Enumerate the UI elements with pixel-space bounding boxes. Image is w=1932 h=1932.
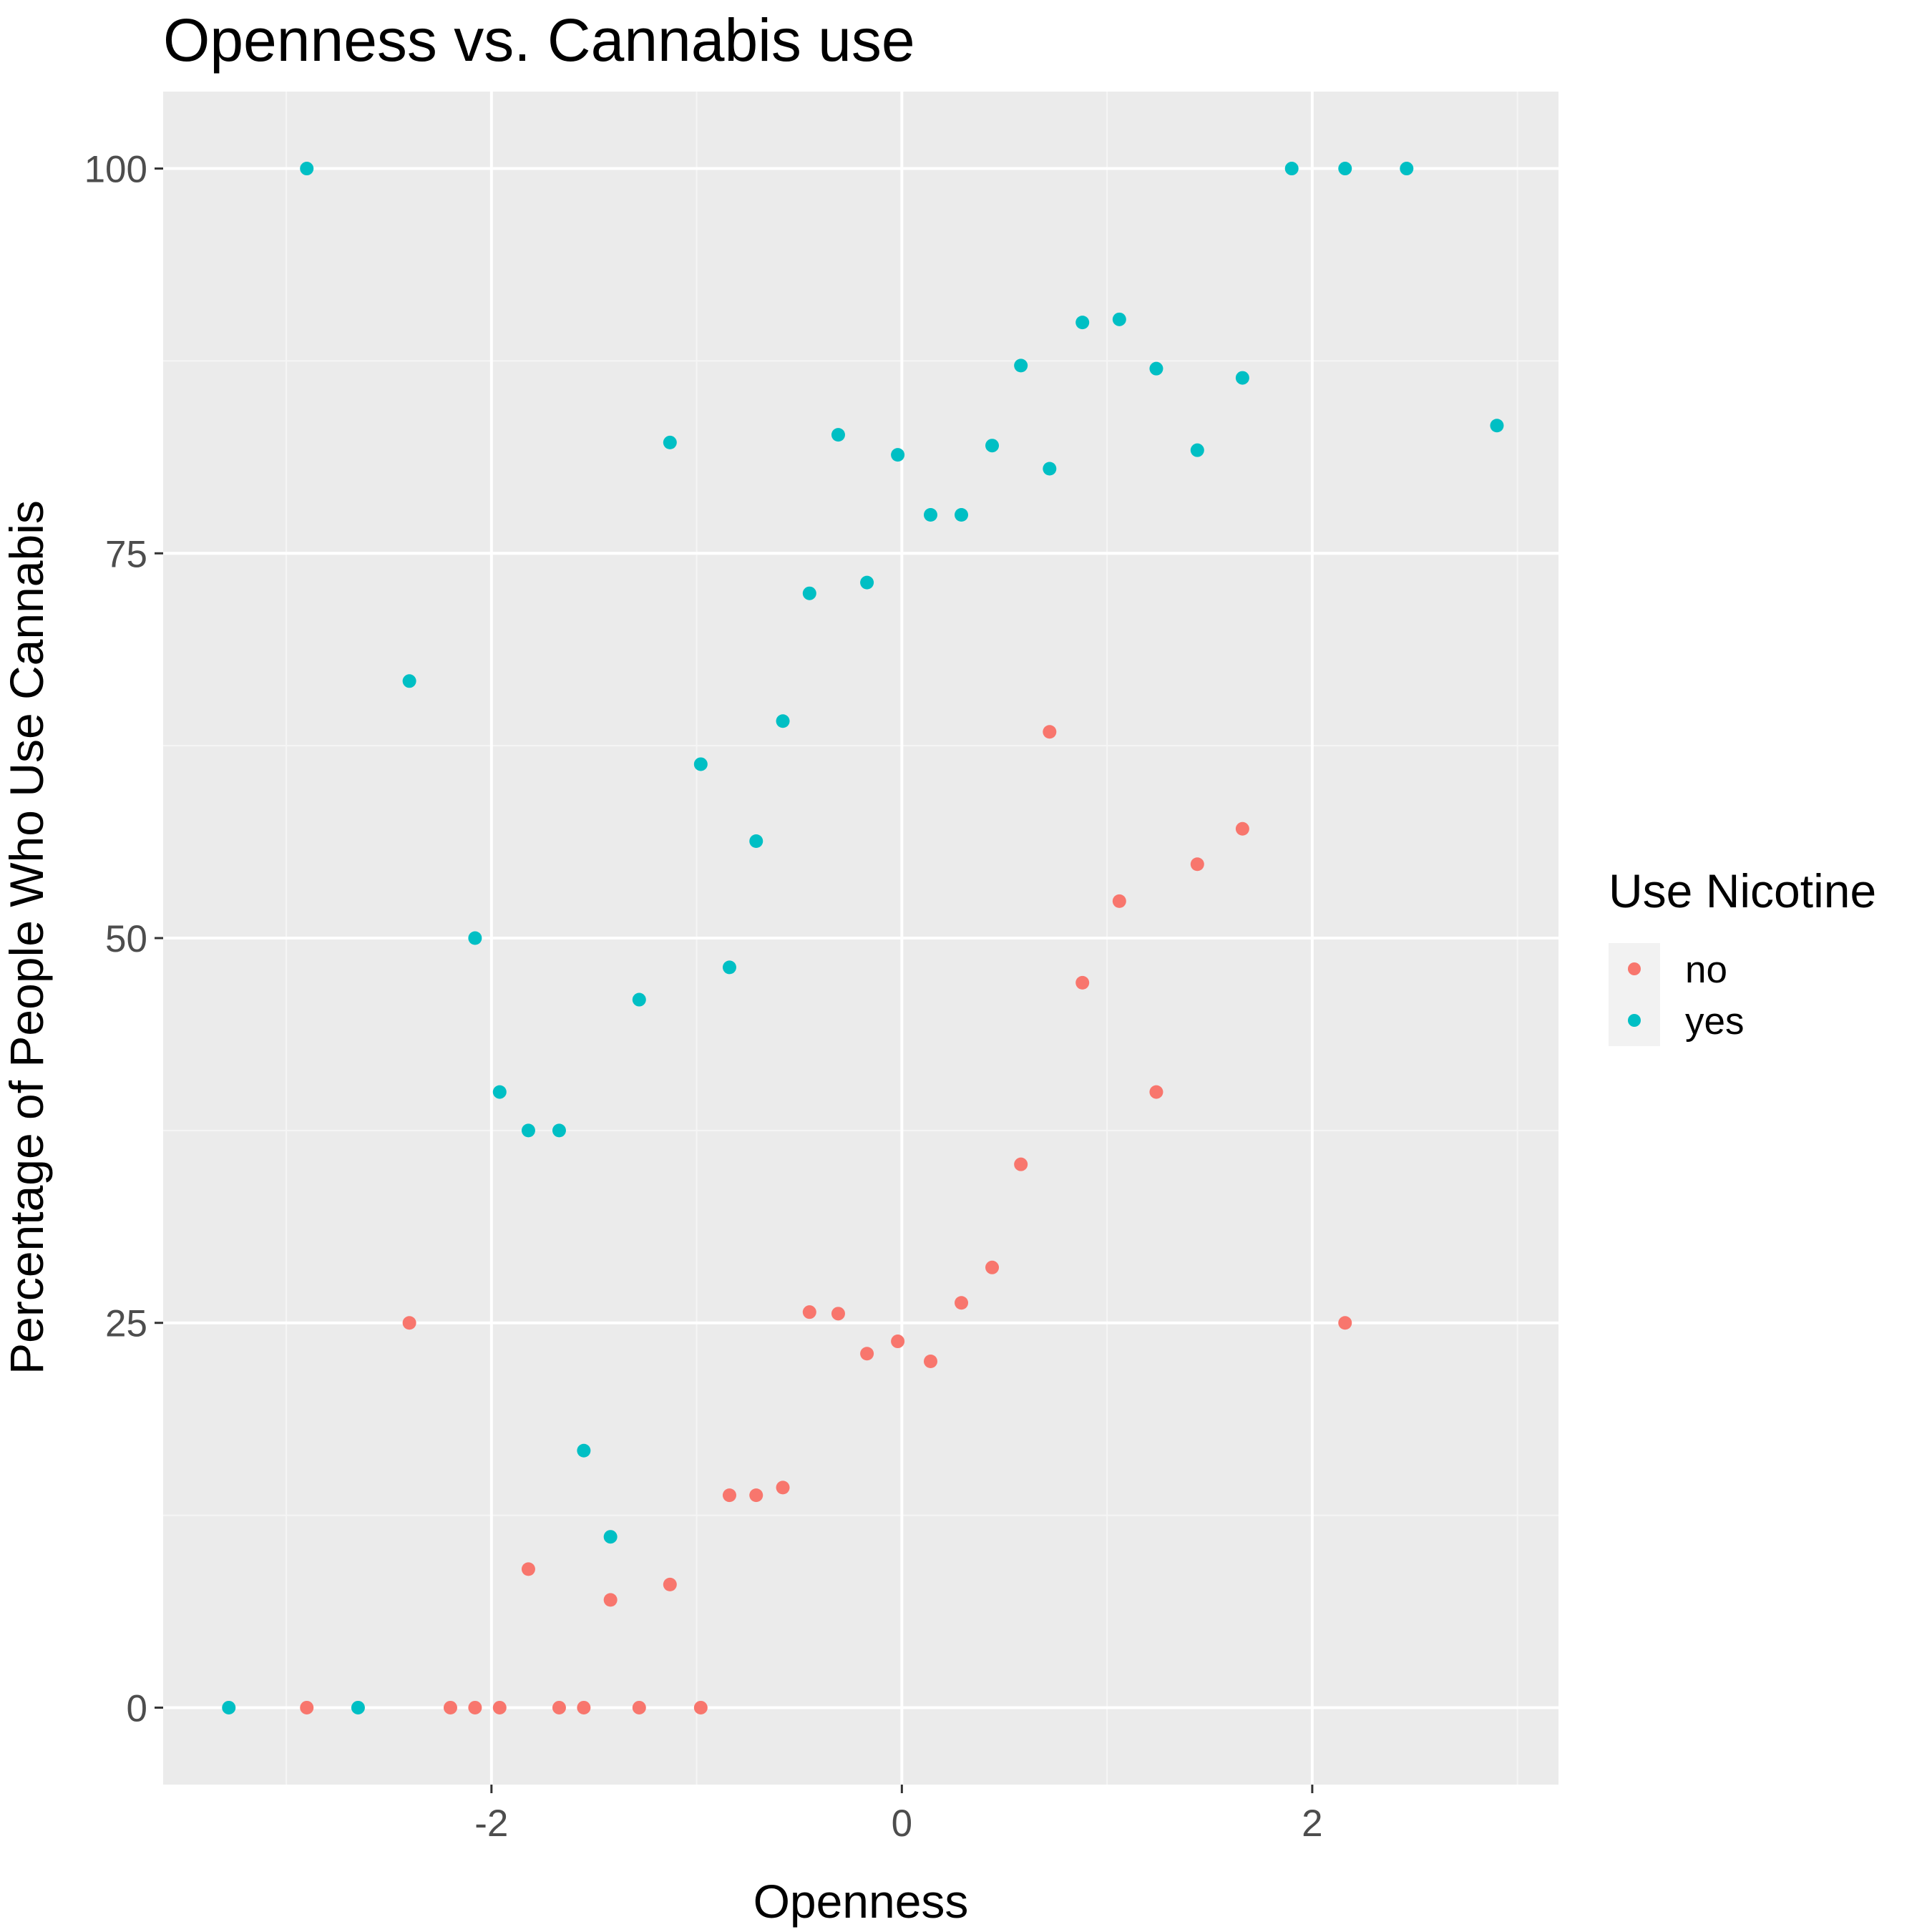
- data-point-yes: [1400, 162, 1414, 176]
- x-tick-label: 2: [1302, 1802, 1322, 1845]
- x-tick-label: -2: [474, 1802, 508, 1845]
- y-axis-ticks: 0 25 50 75 100: [84, 149, 163, 1729]
- y-tick-label: 50: [105, 918, 147, 960]
- data-point-yes: [891, 448, 905, 462]
- legend-key-yes: [1628, 1014, 1641, 1027]
- data-point-no: [443, 1700, 457, 1714]
- data-point-no: [1043, 725, 1057, 739]
- legend: Use Nicotine no yes: [1609, 864, 1876, 1046]
- legend-label-yes: yes: [1685, 1000, 1744, 1043]
- data-point-yes: [1149, 361, 1163, 376]
- data-point-no: [552, 1700, 566, 1714]
- data-point-yes: [1112, 312, 1126, 326]
- chart-title: Openness vs. Cannabis use: [163, 6, 915, 74]
- data-point-yes: [924, 508, 937, 522]
- data-point-yes: [300, 162, 314, 176]
- data-point-no: [577, 1700, 591, 1714]
- y-tick-label: 75: [105, 533, 147, 575]
- data-point-yes: [955, 508, 969, 522]
- data-point-no: [776, 1480, 790, 1495]
- data-point-yes: [552, 1123, 566, 1138]
- data-point-no: [985, 1260, 1000, 1274]
- data-point-yes: [1075, 316, 1090, 330]
- data-point-no: [632, 1700, 646, 1714]
- data-point-yes: [663, 435, 677, 449]
- data-point-no: [924, 1355, 937, 1368]
- data-point-yes: [860, 575, 874, 590]
- data-point-yes: [802, 586, 816, 600]
- data-point-yes: [1190, 443, 1204, 457]
- data-point-yes: [693, 757, 708, 771]
- data-point-yes: [1284, 162, 1299, 176]
- data-point-no: [521, 1562, 535, 1576]
- data-point-yes: [1235, 371, 1249, 385]
- data-point-no: [663, 1577, 677, 1591]
- data-point-no: [1235, 821, 1249, 836]
- major-gridlines: [163, 92, 1558, 1785]
- data-point-no: [860, 1347, 874, 1361]
- data-point-yes: [831, 428, 845, 442]
- data-point-no: [802, 1305, 816, 1319]
- y-tick-label: 25: [105, 1303, 147, 1345]
- data-point-no: [300, 1700, 314, 1714]
- data-point-yes: [468, 931, 482, 945]
- data-point-yes: [577, 1443, 591, 1458]
- data-point-no: [1338, 1316, 1352, 1330]
- data-point-no: [891, 1335, 905, 1349]
- data-point-yes: [1014, 358, 1028, 373]
- data-point-no: [402, 1316, 416, 1330]
- data-point-no: [492, 1700, 507, 1714]
- data-point-no: [955, 1296, 969, 1310]
- x-axis-title: Openness: [753, 1875, 969, 1928]
- data-point-yes: [632, 992, 646, 1007]
- data-point-no: [749, 1488, 763, 1503]
- data-point-no: [1190, 857, 1204, 872]
- y-axis-title: Percentage of People Who Use Cannabis: [0, 500, 53, 1375]
- data-point-no: [1075, 975, 1090, 990]
- data-point-yes: [222, 1700, 236, 1714]
- data-point-yes: [521, 1123, 535, 1138]
- legend-label-no: no: [1685, 949, 1727, 991]
- data-point-yes: [603, 1530, 618, 1544]
- data-point-yes: [985, 439, 1000, 453]
- y-tick-label: 100: [84, 149, 147, 191]
- data-point-yes: [492, 1085, 507, 1099]
- data-point-yes: [1338, 162, 1352, 176]
- data-points: [222, 162, 1504, 1714]
- legend-title: Use Nicotine: [1609, 864, 1876, 917]
- data-point-yes: [749, 834, 763, 848]
- data-point-yes: [351, 1700, 365, 1714]
- data-point-yes: [402, 674, 416, 688]
- data-point-no: [1112, 894, 1126, 908]
- data-point-no: [831, 1307, 845, 1321]
- data-point-no: [1149, 1085, 1163, 1099]
- data-point-no: [693, 1700, 708, 1714]
- data-point-no: [603, 1593, 618, 1607]
- data-point-yes: [1490, 419, 1504, 433]
- legend-key-no: [1628, 962, 1641, 975]
- data-point-no: [722, 1488, 736, 1503]
- y-tick-label: 0: [127, 1687, 147, 1729]
- data-point-yes: [722, 960, 736, 975]
- data-point-no: [468, 1700, 482, 1714]
- data-point-no: [1014, 1157, 1028, 1171]
- data-point-yes: [776, 714, 790, 728]
- x-tick-label: 0: [892, 1802, 912, 1845]
- x-axis-ticks: -2 0 2: [474, 1785, 1323, 1845]
- data-point-yes: [1043, 462, 1057, 476]
